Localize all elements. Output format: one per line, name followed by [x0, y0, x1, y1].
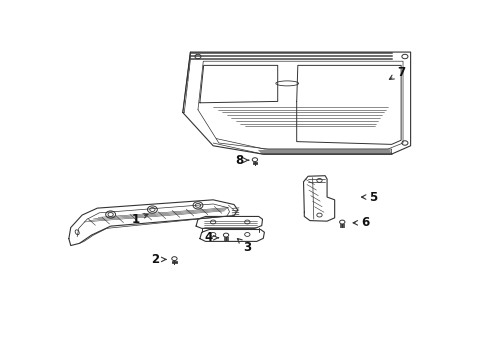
Text: 5: 5	[362, 190, 377, 203]
Text: 2: 2	[151, 253, 166, 266]
Text: 4: 4	[204, 231, 219, 244]
Text: 8: 8	[235, 154, 249, 167]
Text: 1: 1	[131, 213, 148, 226]
Text: 7: 7	[390, 66, 405, 79]
Text: 3: 3	[237, 239, 251, 254]
Text: 6: 6	[353, 216, 369, 229]
